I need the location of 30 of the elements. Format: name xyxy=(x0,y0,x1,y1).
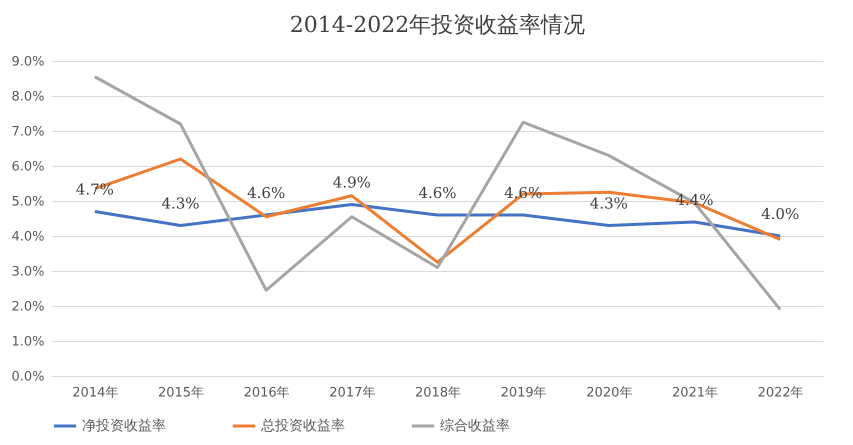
data-label: 4.3% xyxy=(161,194,200,212)
legend-label: 总投资收益率 xyxy=(260,418,345,434)
y-tick-label: 3.0% xyxy=(11,264,44,280)
data-label: 4.6% xyxy=(247,184,286,202)
x-tick-label: 2017年 xyxy=(329,386,376,400)
x-tick-label: 2016年 xyxy=(244,386,290,400)
y-tick-label: 7.0% xyxy=(11,124,44,140)
y-tick-label: 0.0% xyxy=(11,370,44,384)
data-label: 4.3% xyxy=(590,194,628,212)
legend-label: 净投资收益率 xyxy=(82,418,166,434)
data-label: 4.9% xyxy=(332,174,371,192)
x-tick-label: 2022年 xyxy=(758,386,804,400)
chart-title: 2014-2022年投资收益率情况 xyxy=(290,13,586,38)
x-tick-label: 2014年 xyxy=(72,386,118,400)
y-tick-label: 5.0% xyxy=(11,194,44,210)
data-label: 4.6% xyxy=(418,184,457,202)
y-tick-label: 2.0% xyxy=(11,300,44,314)
x-tick-label: 2019年 xyxy=(500,386,547,400)
y-tick-label: 6.0% xyxy=(11,160,44,174)
data-label: 4.7% xyxy=(76,180,114,198)
y-tick-label: 8.0% xyxy=(11,90,44,104)
x-tick-label: 2020年 xyxy=(586,386,632,400)
y-tick-label: 1.0% xyxy=(11,334,44,350)
y-tick-label: 4.0% xyxy=(11,230,44,244)
x-tick-label: 2021年 xyxy=(672,386,718,400)
data-label: 4.0% xyxy=(761,205,800,223)
x-tick-label: 2015年 xyxy=(158,386,204,400)
legend-label: 综合收益率 xyxy=(440,418,510,434)
y-tick-label: 9.0% xyxy=(11,54,44,70)
x-tick-label: 2018年 xyxy=(414,386,462,400)
